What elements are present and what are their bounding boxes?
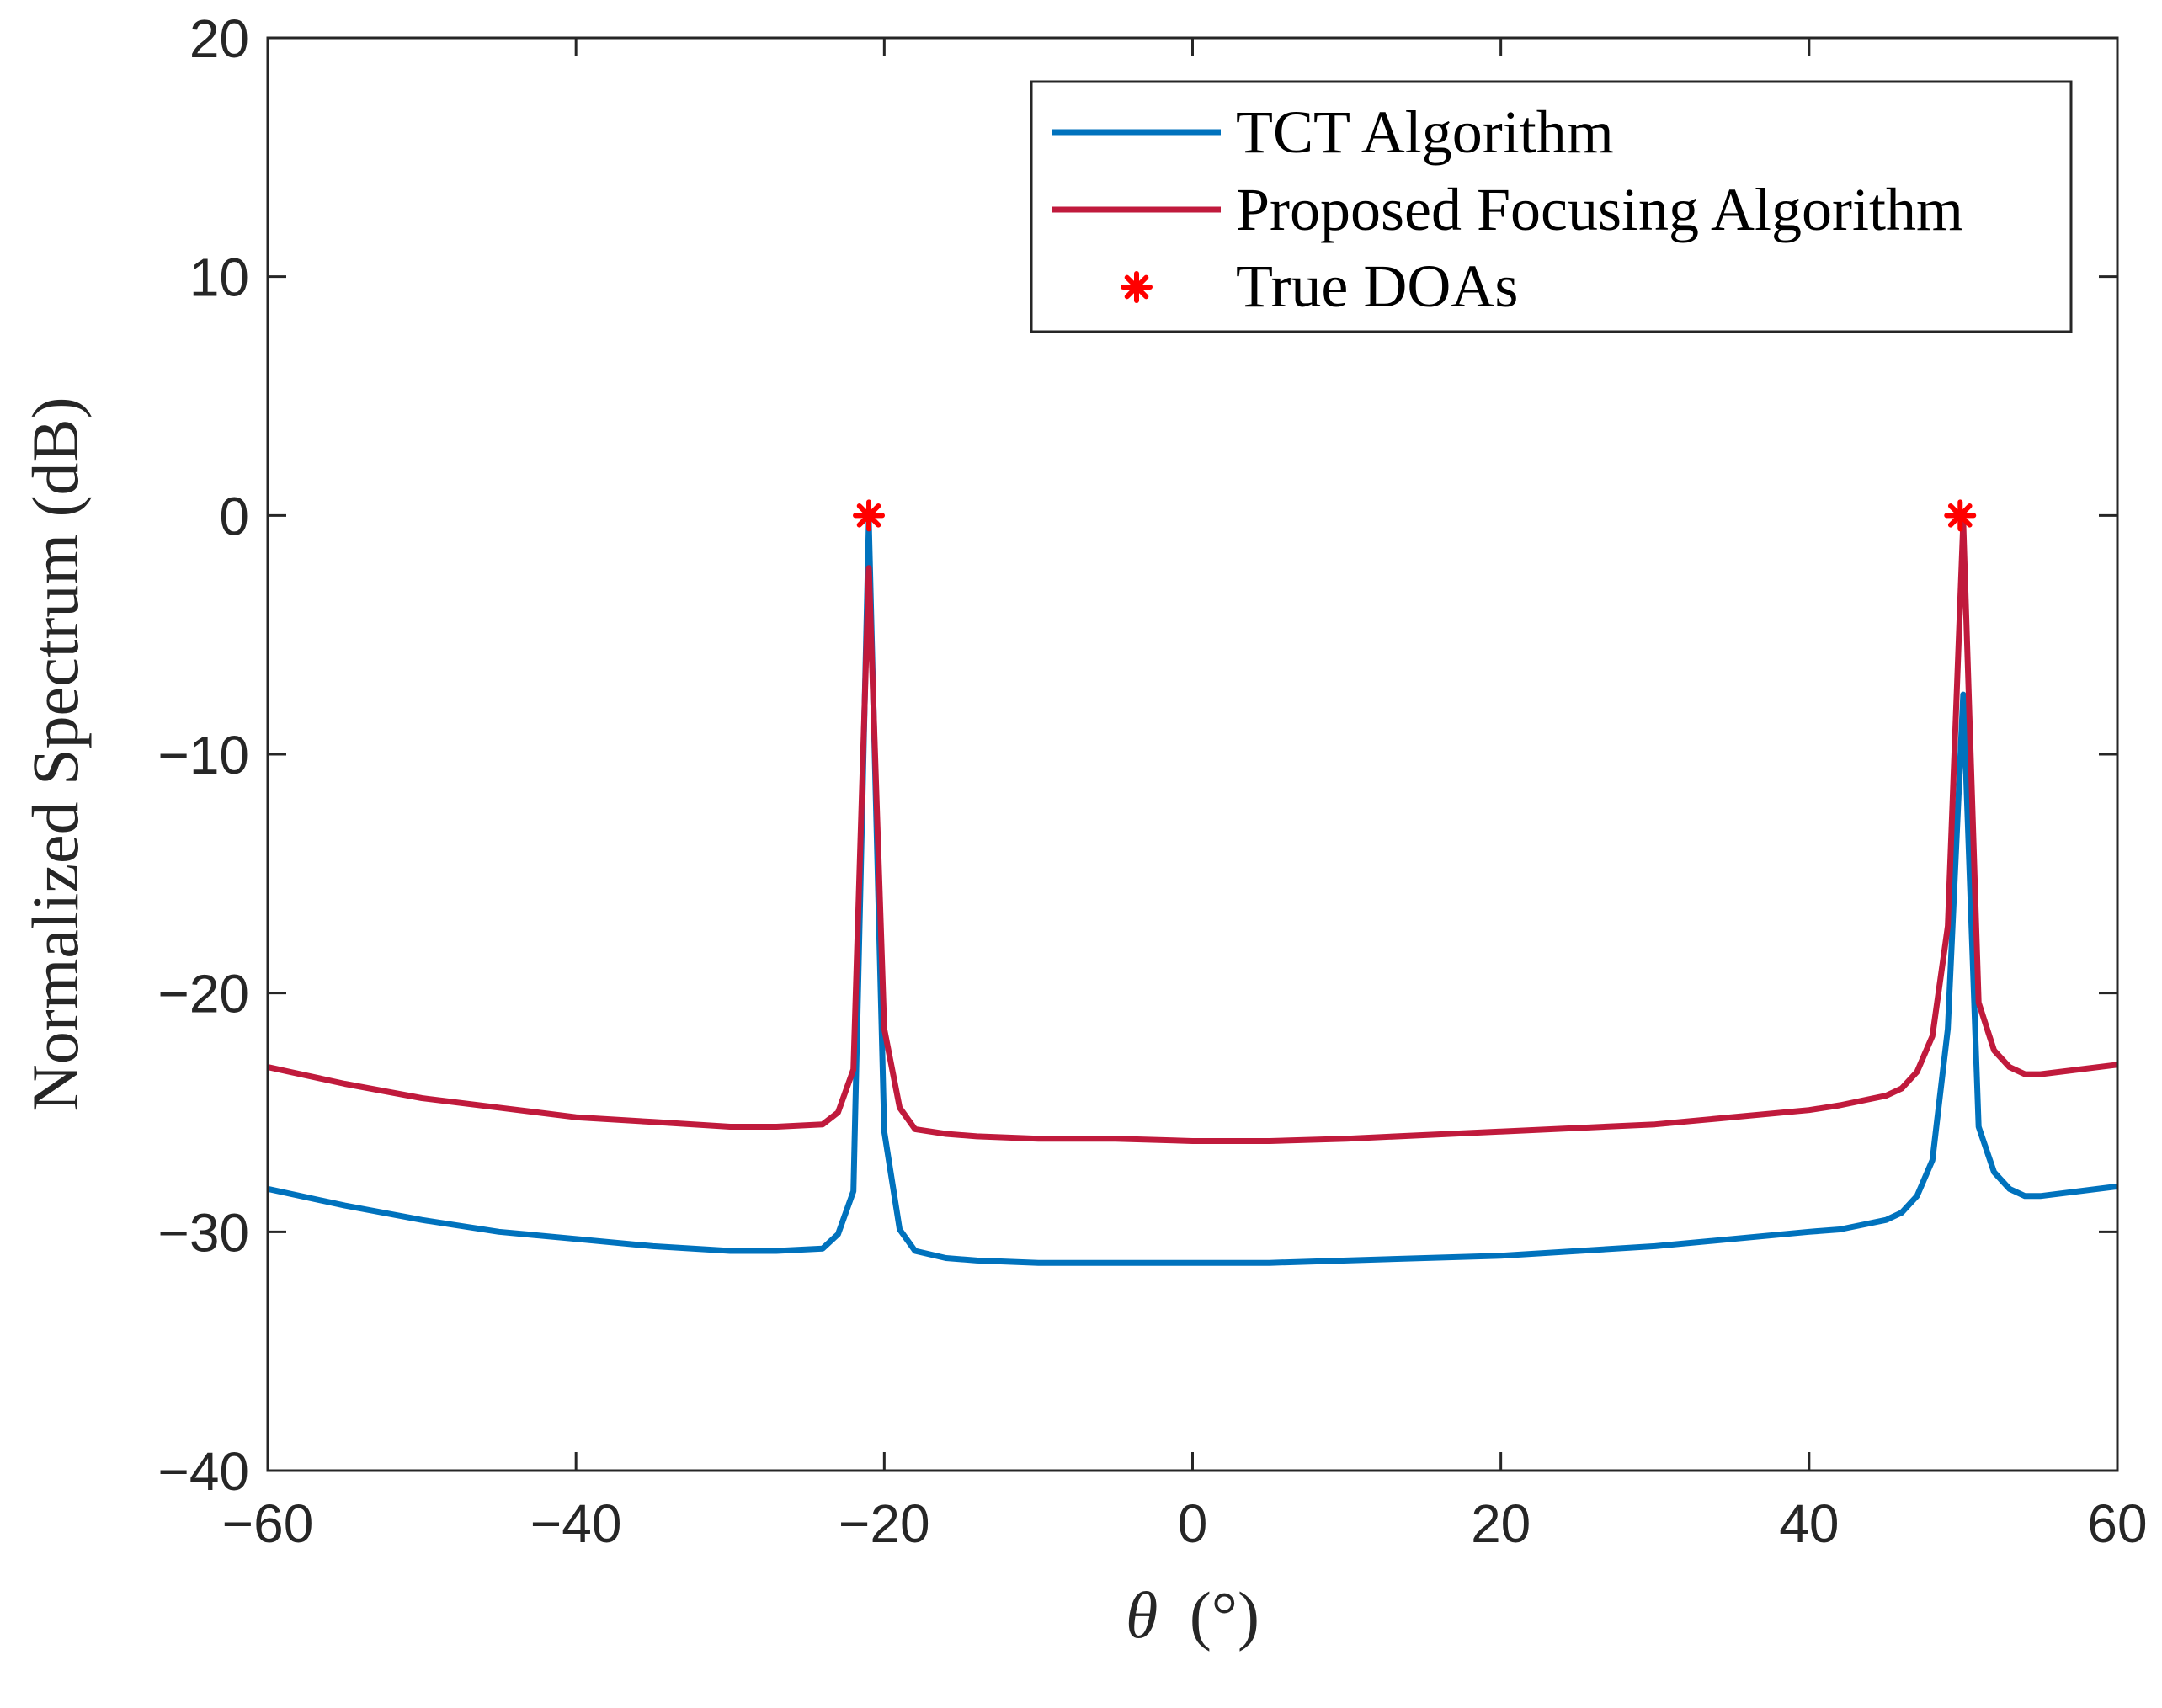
x-tick-label: −20: [839, 1493, 930, 1554]
true-doa-marker: [853, 499, 886, 532]
legend-label-tct: TCT Algorithm: [1236, 98, 1614, 166]
legend-label-proposed: Proposed Focusing Algorithm: [1236, 176, 1963, 243]
y-tick-labels: 20 10 0 −10 −20 −30 −40: [157, 8, 249, 1502]
x-tick-label: 60: [2087, 1493, 2147, 1554]
x-axis-title: θ (°): [1126, 1578, 1259, 1652]
axes-frame: [266, 36, 2119, 1472]
y-axis-title: Normalized Spectrum (dB): [19, 396, 92, 1111]
true-doa-marker: [1944, 499, 1977, 532]
y-tick-label: 20: [189, 8, 249, 69]
series-line-proposed: [267, 519, 2118, 1144]
y-tick-label: −20: [157, 964, 249, 1024]
x-tick-label: 0: [1178, 1493, 1208, 1554]
y-tick-label: −10: [157, 725, 249, 785]
x-tick-label: −60: [222, 1493, 314, 1554]
legend-asterisk: [1121, 271, 1153, 303]
plot-area: [267, 499, 2118, 1266]
y-tick-label: 10: [189, 247, 249, 308]
y-tick-label: −40: [157, 1441, 249, 1502]
legend-marker-true-doas: [1121, 271, 1153, 303]
x-tick-label: 40: [1779, 1493, 1839, 1554]
legend: TCT Algorithm Proposed Focusing Algorith…: [1030, 80, 2073, 333]
series-line-tct: [267, 519, 2118, 1266]
legend-label-true-doas: True DOAs: [1236, 253, 1518, 320]
y-tick-label: −30: [157, 1202, 249, 1263]
x-axis-unit: (°): [1190, 1578, 1259, 1652]
x-axis-symbol: θ: [1126, 1578, 1158, 1652]
y-tick-label: 0: [219, 486, 249, 546]
x-tick-label: −40: [530, 1493, 622, 1554]
x-tick-labels: −60 −40 −20 0 20 40 60: [222, 1493, 2148, 1554]
x-tick-label: 20: [1471, 1493, 1531, 1554]
